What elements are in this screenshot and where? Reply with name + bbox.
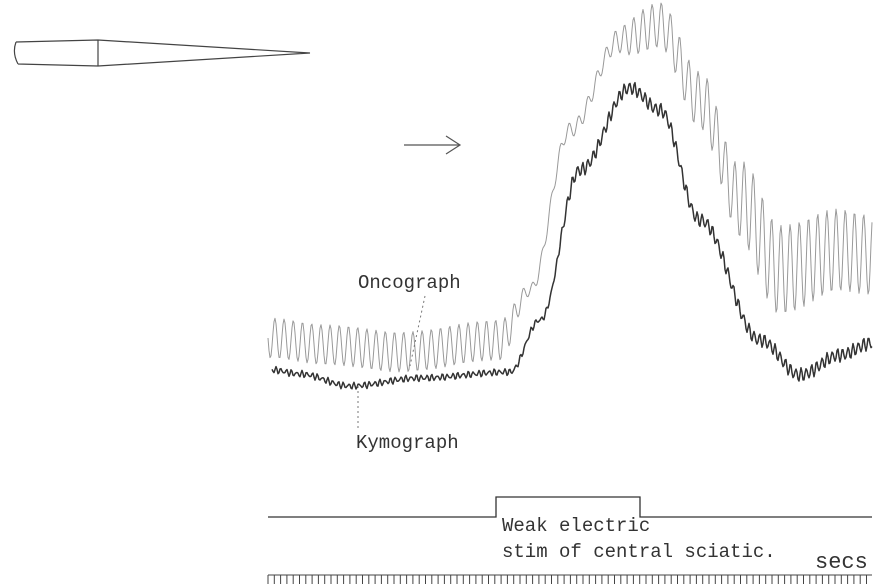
figure: Oncograph Kymograph Weak electric stim o… — [0, 0, 874, 586]
signal-text: stim of central sciatic. — [502, 541, 776, 563]
time-unit: secs — [815, 550, 868, 575]
kymograph-label: Kymograph — [356, 432, 459, 454]
signal-text: Weak electric — [502, 515, 650, 537]
oncograph-label: Oncograph — [358, 272, 461, 294]
